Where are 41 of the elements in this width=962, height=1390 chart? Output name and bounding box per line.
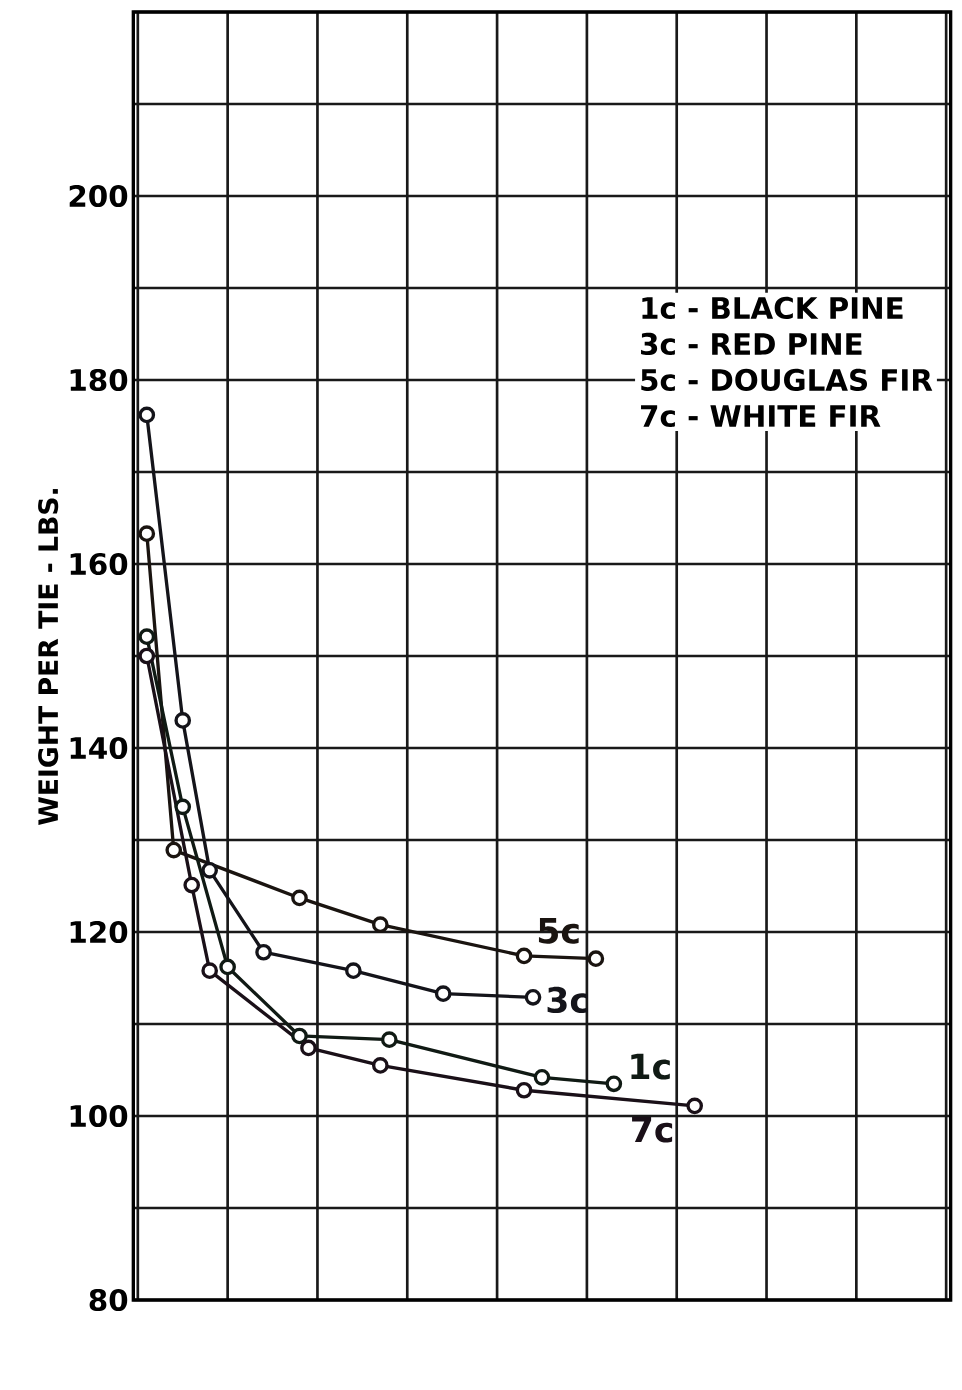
point bbox=[255, 943, 272, 961]
point bbox=[515, 1081, 533, 1099]
annotation: 3c - RED PINE bbox=[641, 332, 862, 356]
point bbox=[434, 985, 452, 1002]
point bbox=[300, 1039, 317, 1057]
point bbox=[183, 876, 201, 894]
point bbox=[201, 962, 219, 979]
y-tick-label: 100 bbox=[70, 1104, 128, 1128]
point bbox=[201, 862, 219, 879]
y-tick-label: 180 bbox=[70, 368, 128, 392]
point bbox=[291, 1027, 308, 1045]
annotation: 5c - DOUGLAS FIR bbox=[641, 368, 933, 392]
point bbox=[138, 525, 156, 542]
series-label: 7c bbox=[632, 1116, 673, 1143]
point bbox=[345, 962, 362, 979]
point bbox=[515, 947, 533, 965]
point bbox=[165, 841, 183, 859]
point bbox=[371, 916, 389, 933]
point bbox=[219, 958, 236, 976]
y-tick-label: 80 bbox=[89, 1288, 128, 1312]
point bbox=[291, 889, 308, 907]
y-axis-title: WEIGHT PER TIE - LBS. bbox=[38, 489, 59, 825]
point bbox=[138, 647, 156, 665]
y-tick-label: 160 bbox=[70, 552, 128, 576]
point bbox=[174, 798, 192, 816]
point bbox=[587, 950, 605, 968]
point bbox=[605, 1075, 623, 1093]
point bbox=[371, 1057, 389, 1074]
point bbox=[138, 406, 156, 424]
annotation: 7c - WHITE FIR bbox=[641, 405, 881, 428]
y-tick-label: 200 bbox=[69, 184, 128, 208]
point bbox=[380, 1031, 398, 1048]
series-label: 1c bbox=[631, 1053, 670, 1080]
point bbox=[524, 988, 542, 1006]
point bbox=[138, 628, 156, 646]
point bbox=[533, 1069, 551, 1086]
point bbox=[686, 1097, 704, 1115]
y-tick-label: 140 bbox=[70, 736, 128, 760]
y-tick-label: 120 bbox=[70, 920, 128, 944]
point bbox=[174, 712, 192, 729]
annotation: 1c - BLACK PINE bbox=[642, 296, 903, 320]
